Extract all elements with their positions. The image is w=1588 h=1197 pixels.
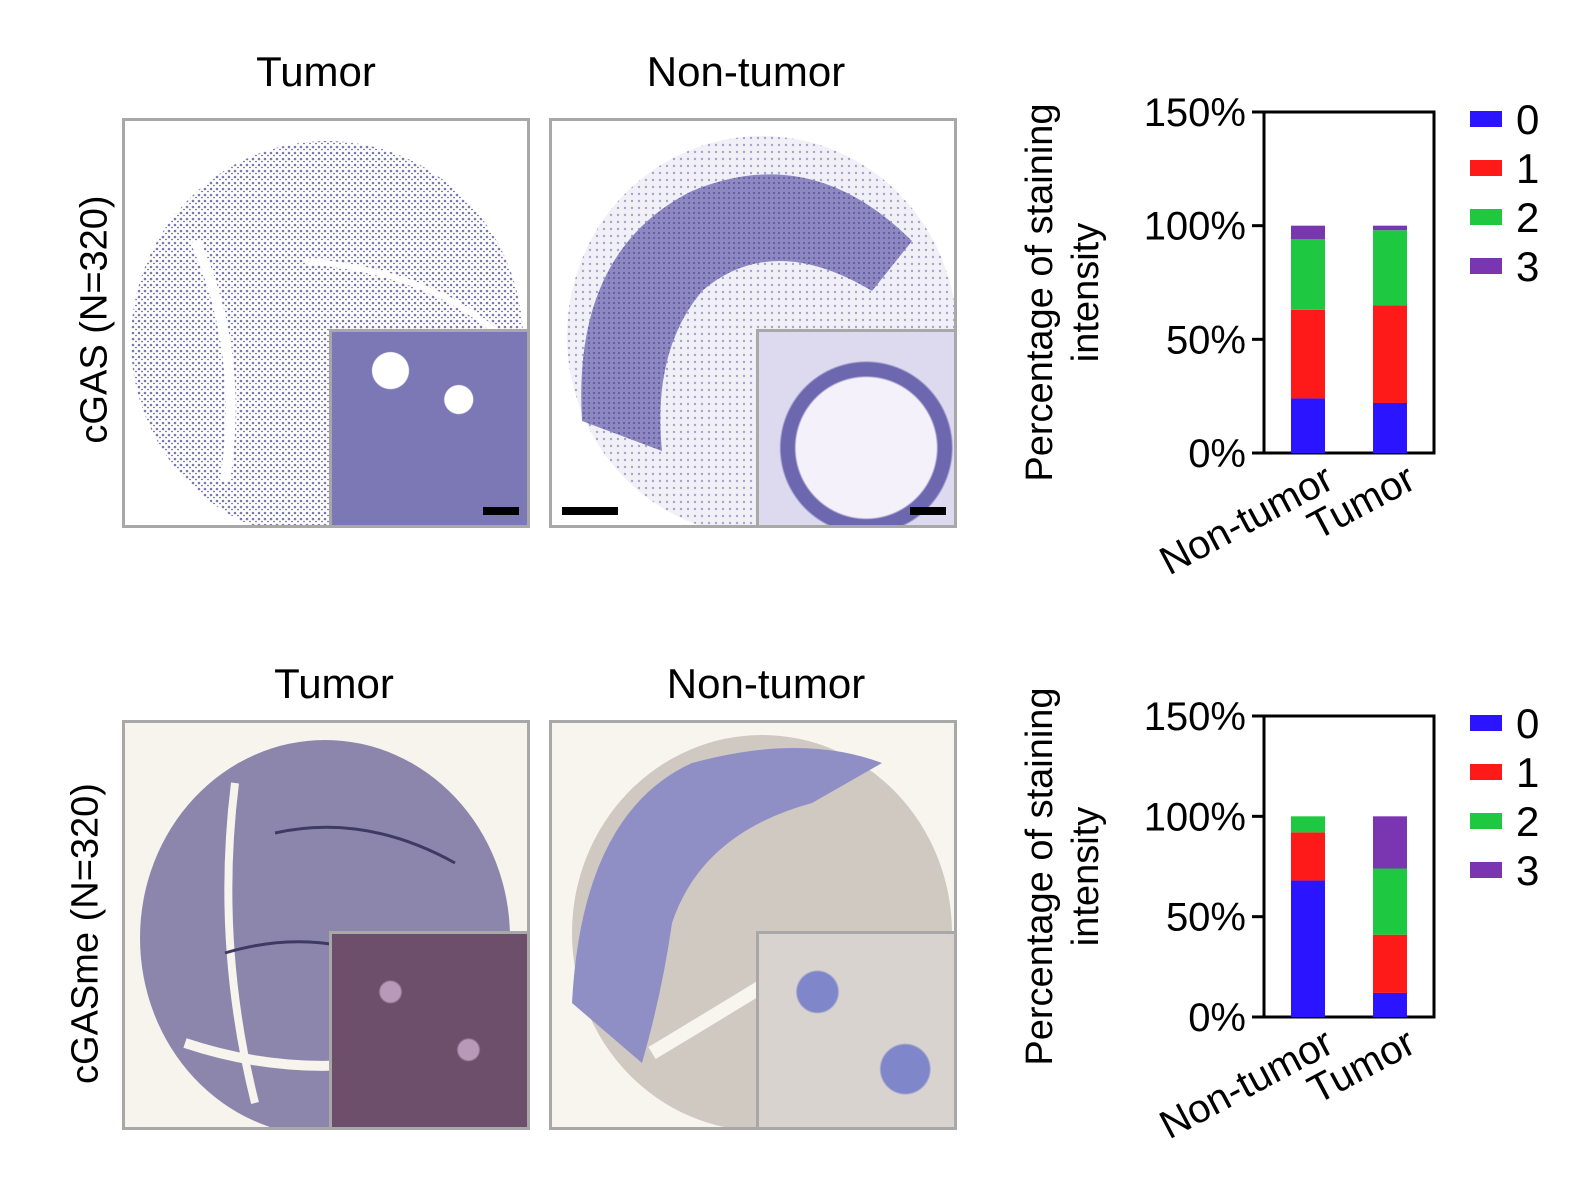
y-tick-label: 0%	[1188, 996, 1246, 1040]
ihc-image-cgasme-tumor	[122, 720, 530, 1130]
legend-swatch	[1470, 813, 1502, 829]
panel-title-non-tumor: Non-tumor	[646, 48, 846, 95]
bar-segment-2	[1373, 868, 1407, 935]
y-tick-label: 100%	[1144, 795, 1246, 839]
y-tick-label: 100%	[1144, 205, 1246, 249]
y-tick-label: 50%	[1166, 318, 1246, 362]
bar-segment-1	[1373, 305, 1407, 403]
row-label-cgasme: cGASme (N=320)	[64, 783, 107, 1084]
y-axis-label: Percentage of staining intensity	[1019, 103, 1107, 481]
bar-segment-0	[1291, 398, 1325, 453]
legend-label: 1	[1516, 749, 1539, 796]
legend-swatch	[1470, 862, 1502, 878]
legend-label: 0	[1516, 700, 1539, 747]
bar-segment-2	[1291, 816, 1325, 833]
bar-segment-0	[1291, 880, 1325, 1017]
plot-frame	[1262, 110, 1436, 455]
ihc-image-cgasme-non-tumor	[549, 720, 957, 1130]
bar-segment-3	[1291, 225, 1325, 240]
panel-title-tumor: Tumor	[274, 660, 394, 707]
legend-swatch	[1470, 209, 1502, 225]
y-tick-label: 0%	[1188, 432, 1246, 476]
inset-image	[756, 931, 954, 1127]
legend-swatch	[1470, 160, 1502, 176]
ihc-image-cgas-non-tumor	[549, 118, 957, 528]
legend-swatch	[1470, 111, 1502, 127]
legend-label: 3	[1516, 243, 1539, 290]
plot-frame	[1262, 714, 1436, 1019]
bar-segment-1	[1291, 309, 1325, 399]
stacked-bar-chart-cgasme: 0% 50% 100% 150% Percentage of staining inten…	[1019, 687, 1539, 1147]
bar-segment-0	[1373, 402, 1407, 453]
scale-bar	[562, 507, 618, 515]
scale-bar	[910, 507, 946, 515]
y-tick-label: 150%	[1144, 91, 1246, 135]
legend-label: 0	[1516, 96, 1539, 143]
scale-bar	[483, 507, 519, 515]
legend-label: 1	[1516, 145, 1539, 192]
bar-segment-1	[1291, 832, 1325, 881]
legend-label: 2	[1516, 798, 1539, 845]
y-tick-label: 50%	[1166, 896, 1246, 940]
row-label-cgas: cGAS (N=320)	[73, 195, 116, 444]
ihc-image-cgas-tumor	[122, 118, 530, 528]
inset-image	[329, 931, 527, 1127]
y-axis-label: Percentage of staining intensity	[1019, 687, 1107, 1065]
bar-segment-3	[1373, 225, 1407, 231]
panel-title-non-tumor: Non-tumor	[666, 660, 866, 707]
bar-segment-3	[1373, 816, 1407, 869]
y-tick-label: 150%	[1144, 695, 1246, 739]
bar-segment-1	[1373, 934, 1407, 993]
bar-segment-2	[1373, 230, 1407, 306]
legend-swatch	[1470, 764, 1502, 780]
legend-swatch	[1470, 258, 1502, 274]
legend-label: 3	[1516, 847, 1539, 894]
legend-swatch	[1470, 715, 1502, 731]
legend-label: 2	[1516, 194, 1539, 241]
panel-title-tumor: Tumor	[256, 48, 376, 95]
inset-image	[329, 329, 527, 525]
bar-segment-0	[1373, 992, 1407, 1017]
bar-segment-2	[1291, 239, 1325, 310]
inset-image	[756, 329, 954, 525]
stacked-bar-chart-cgas: 0% 50% 100% 150% Percentage of staining inten…	[1019, 91, 1539, 584]
